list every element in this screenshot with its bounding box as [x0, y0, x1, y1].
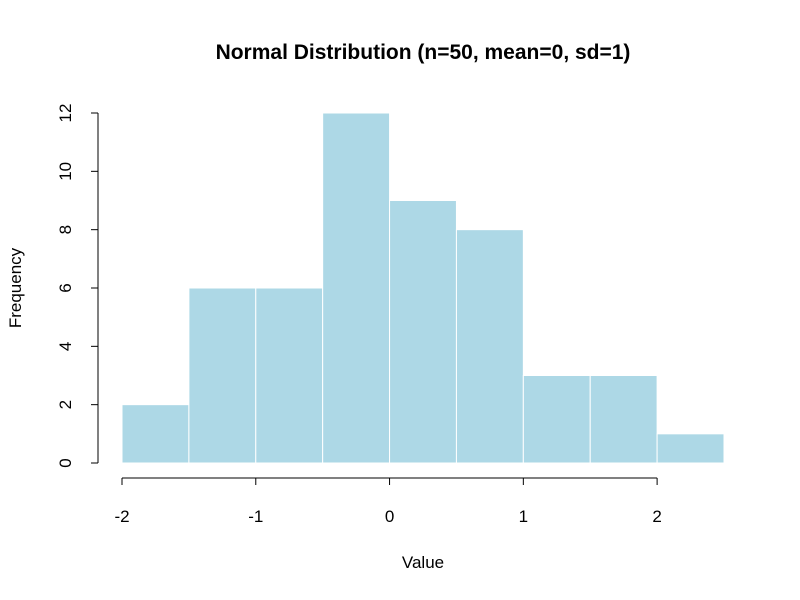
histogram-bar-5: [455, 229, 524, 464]
x-axis: -2 -1 0 1 2: [114, 477, 662, 526]
x-tick-label-2: 0: [385, 507, 394, 526]
y-axis: 0 2 4 6 8 10 12: [56, 104, 99, 468]
x-tick-label-3: 1: [519, 507, 528, 526]
x-tick-label-4: 2: [652, 507, 661, 526]
histogram-bar-4: [389, 200, 457, 464]
y-tick-label-0: 0: [56, 458, 75, 467]
histogram-bar-3: [322, 112, 391, 464]
x-tick-label-1: -1: [248, 507, 263, 526]
histogram-bar-0: [121, 404, 190, 464]
x-axis-label: Value: [402, 553, 444, 572]
y-tick-label-1: 2: [56, 400, 75, 409]
histogram-bar-7: [589, 375, 658, 464]
y-tick-label-5: 10: [56, 162, 75, 181]
bars-group: [121, 112, 725, 464]
y-tick-label-6: 12: [56, 104, 75, 123]
histogram-bar-1: [188, 287, 257, 464]
y-tick-label-2: 4: [56, 342, 75, 351]
y-tick-label-4: 8: [56, 225, 75, 234]
y-tick-label-3: 6: [56, 283, 75, 292]
chart-title: Normal Distribution (n=50, mean=0, sd=1): [216, 41, 631, 64]
histogram-bar-8: [656, 433, 725, 464]
histogram-bar-6: [522, 375, 591, 464]
x-tick-label-0: -2: [114, 507, 129, 526]
histogram-bar-2: [255, 287, 324, 464]
y-axis-label: Frequency: [6, 247, 25, 328]
